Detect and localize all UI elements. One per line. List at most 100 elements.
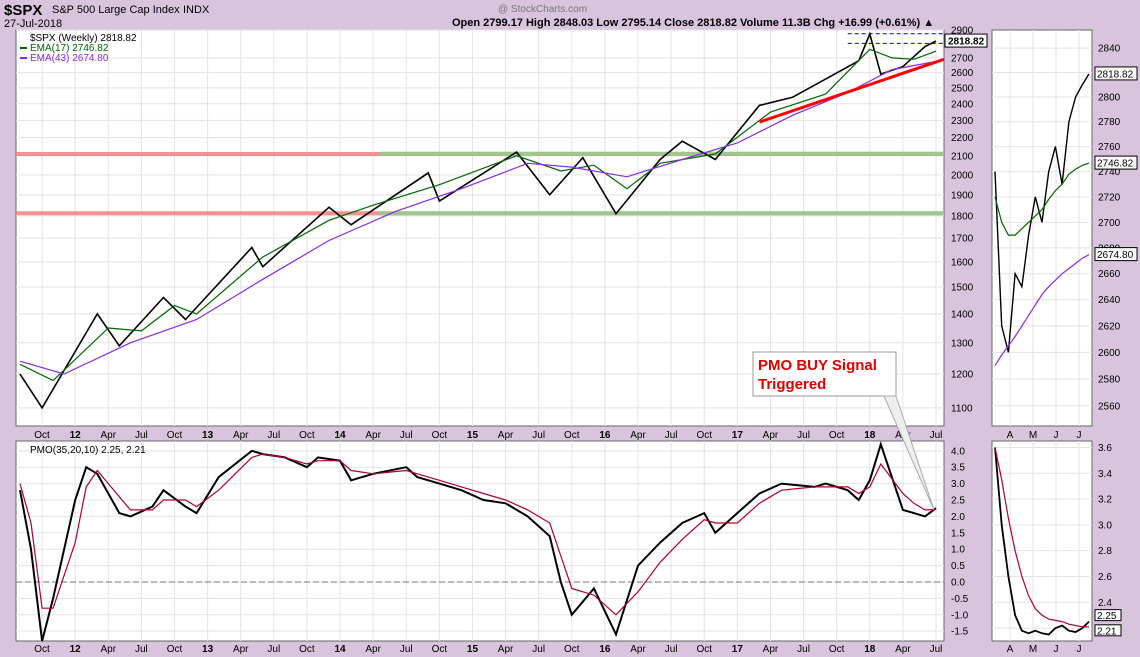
zoom-value-tag	[1094, 155, 1138, 170]
zoom-value-tag	[1094, 66, 1138, 81]
price-y-tick-label: 1400	[951, 309, 974, 320]
pmo-x-tick-label: 16	[599, 644, 611, 655]
price-x-tick-label: Apr	[498, 430, 514, 441]
ema43-legend: EMA(43) 2674.80	[30, 53, 109, 64]
price-x-tick-label: Oct	[34, 430, 50, 441]
pmo-x-tick-label: Oct	[34, 644, 50, 655]
zoom-x-tick-label: J	[1077, 430, 1082, 441]
zoom-value-tag	[1094, 247, 1138, 262]
zpmo-y-tick-label: 2.6	[1098, 572, 1112, 583]
price-y-tick-label: 1600	[951, 257, 974, 268]
pmo-x-tick-label: Oct	[299, 644, 315, 655]
price-y-tick-label: 2900	[951, 26, 974, 37]
zpmo-y-tick-label: 2.8	[1098, 546, 1112, 557]
pmo-annotation-line2: Triggered	[758, 376, 826, 393]
price-x-tick-label: Apr	[763, 430, 779, 441]
price-x-tick-label: Oct	[299, 430, 315, 441]
zoom-x-tick-label: J	[1054, 430, 1059, 441]
zoom-y-tick-label: 2800	[1098, 93, 1121, 104]
pmo-y-tick-label: -0.5	[951, 594, 969, 605]
zoom-y-tick-label: 2740	[1098, 167, 1121, 178]
price-x-tick-label: Oct	[432, 430, 448, 441]
zoom-x-tick-label: M	[1029, 430, 1037, 441]
pmo-x-tick-label: Jul	[797, 644, 810, 655]
pmo-x-tick-label: 18	[864, 644, 876, 655]
zpmo-x-tick-label: J	[1054, 644, 1059, 655]
pmo-x-tick-label: 17	[732, 644, 744, 655]
pmo-x-tick-label: 14	[334, 644, 346, 655]
watermark: @ StockCharts.com	[498, 4, 588, 15]
price-x-tick-label: 14	[334, 430, 346, 441]
zoom-y-tick-label: 2640	[1098, 295, 1121, 306]
price-x-tick-label: Apr	[630, 430, 646, 441]
price-x-tick-label: 17	[732, 430, 744, 441]
pmo-legend: PMO(35,20,10) 2.25, 2.21	[30, 445, 146, 456]
price-x-tick-label: Apr	[365, 430, 381, 441]
price-x-tick-label: Oct	[564, 430, 580, 441]
price-y-tick-label: 2600	[951, 68, 974, 79]
pmo-x-tick-label: Oct	[564, 644, 580, 655]
ohlc-readout: Open 2799.17 High 2848.03 Low 2795.14 Cl…	[452, 17, 935, 29]
price-legend-main: $SPX (Weekly) 2818.82	[30, 33, 137, 44]
price-x-tick-label: Jul	[532, 430, 545, 441]
zpmo-x-tick-label: J	[1077, 644, 1082, 655]
zpmo-value-tag	[1094, 609, 1122, 622]
price-series-line	[19, 48, 937, 382]
zoom-value-tag-text: 2746.82	[1097, 159, 1134, 170]
price-x-tick-label: Jul	[930, 430, 943, 441]
symbol-title: $SPX	[4, 2, 43, 19]
price-x-tick-label: Jul	[135, 430, 148, 441]
pmo-x-tick-label: Apr	[365, 644, 381, 655]
pmo-y-tick-label: 1.5	[951, 528, 965, 539]
pmo-x-tick-label: Jul	[532, 644, 545, 655]
zpmo-x-tick-label: A	[1007, 644, 1014, 655]
price-y-tick-label: 1100	[951, 403, 973, 414]
index-name: S&P 500 Large Cap Index	[52, 4, 180, 16]
price-x-tick-label: 18	[864, 430, 876, 441]
pmo-x-tick-label: Jul	[267, 644, 280, 655]
price-x-tick-label: 16	[599, 430, 611, 441]
zpmo-y-tick-label: 3.0	[1098, 520, 1112, 531]
price-x-tick-label: Oct	[167, 430, 183, 441]
chart-date: 27-Jul-2018	[4, 18, 63, 30]
pmo-x-tick-label: Apr	[498, 644, 514, 655]
zoom-value-tag-text: 2674.80	[1097, 250, 1134, 261]
ema17-legend: EMA(17) 2746.82	[30, 43, 109, 54]
price-series-line	[19, 60, 937, 375]
price-x-tick-label: 13	[202, 430, 214, 441]
pmo-x-tick-label: Oct	[167, 644, 183, 655]
exchange-label: INDX	[183, 4, 210, 16]
zoom-ema43-line	[994, 254, 1090, 366]
price-x-tick-label: Oct	[696, 430, 712, 441]
pmo-annotation-box	[752, 351, 897, 397]
price-y-tick-label: 2100	[951, 151, 974, 162]
pmo-y-tick-label: -1.0	[951, 610, 969, 621]
pmo-y-tick-label: 2.0	[951, 512, 965, 523]
price-y-tick-label: 2000	[951, 170, 974, 181]
pmo-y-tick-label: 1.0	[951, 545, 965, 556]
price-x-tick-label: Jul	[665, 430, 678, 441]
pmo-y-tick-label: 4.0	[951, 446, 965, 457]
zoom-y-tick-label: 2620	[1098, 321, 1121, 332]
pmo-y-tick-label: -1.5	[951, 627, 969, 638]
pmo-x-tick-label: Jul	[930, 644, 943, 655]
zoom-y-tick-label: 2580	[1098, 374, 1121, 385]
price-y-tick-label: 2500	[951, 83, 974, 94]
price-x-tick-label: Apr	[101, 430, 117, 441]
pmo-x-tick-label: Apr	[763, 644, 779, 655]
price-y-tick-label: 1900	[951, 190, 974, 201]
pmo-x-tick-label: Oct	[696, 644, 712, 655]
zoom-y-tick-label: 2840	[1098, 44, 1121, 55]
zpmo-y-tick-label: 3.6	[1098, 443, 1112, 454]
zpmo-value-tag	[1094, 624, 1122, 637]
pmo-x-tick-label: Oct	[432, 644, 448, 655]
price-y-tick-label: 2300	[951, 116, 974, 127]
pmo-y-tick-label: 2.5	[951, 496, 965, 507]
pmo-x-tick-label: 13	[202, 644, 214, 655]
pmo-x-tick-label: Apr	[233, 644, 249, 655]
price-value-tag-text: 2818.82	[948, 37, 985, 48]
price-x-tick-label: Jul	[400, 430, 413, 441]
pmo-panel	[15, 440, 945, 642]
zpmo-value-tag-text: 2.21	[1097, 626, 1117, 637]
